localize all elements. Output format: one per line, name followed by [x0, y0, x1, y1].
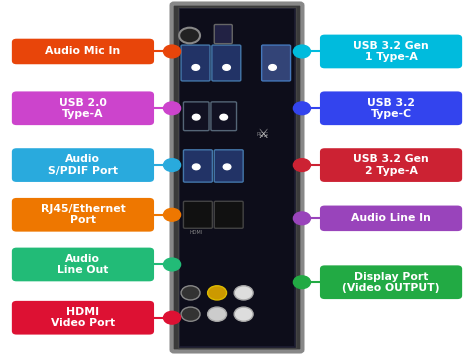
- Circle shape: [192, 65, 200, 70]
- Circle shape: [179, 28, 200, 43]
- Circle shape: [192, 114, 200, 120]
- Circle shape: [181, 307, 200, 321]
- FancyBboxPatch shape: [12, 39, 154, 64]
- Text: USB 3.2 Gen
2 Type-A: USB 3.2 Gen 2 Type-A: [353, 154, 429, 176]
- FancyBboxPatch shape: [183, 201, 212, 228]
- FancyBboxPatch shape: [183, 102, 209, 131]
- FancyBboxPatch shape: [12, 198, 154, 231]
- FancyBboxPatch shape: [320, 266, 462, 299]
- FancyBboxPatch shape: [320, 35, 462, 68]
- FancyBboxPatch shape: [178, 7, 296, 348]
- Text: USB 3.2
Type-C: USB 3.2 Type-C: [367, 98, 415, 119]
- FancyBboxPatch shape: [212, 45, 241, 81]
- Text: Audio Mic In: Audio Mic In: [46, 47, 120, 56]
- Circle shape: [208, 307, 227, 321]
- Circle shape: [208, 286, 227, 300]
- Text: ROG: ROG: [257, 132, 269, 137]
- Circle shape: [293, 159, 310, 171]
- Circle shape: [164, 208, 181, 221]
- Circle shape: [293, 212, 310, 225]
- Circle shape: [293, 276, 310, 289]
- FancyBboxPatch shape: [214, 150, 243, 182]
- Text: ⚔: ⚔: [257, 129, 269, 141]
- Circle shape: [223, 164, 231, 170]
- Circle shape: [220, 114, 228, 120]
- Text: HDMI
Video Port: HDMI Video Port: [51, 307, 115, 328]
- FancyBboxPatch shape: [180, 9, 294, 346]
- Circle shape: [293, 102, 310, 115]
- Text: USB 2.0
Type-A: USB 2.0 Type-A: [59, 98, 107, 119]
- Circle shape: [164, 102, 181, 115]
- Circle shape: [234, 286, 253, 300]
- Text: Display Port
(Video OUTPUT): Display Port (Video OUTPUT): [342, 272, 440, 293]
- Circle shape: [223, 65, 230, 70]
- Circle shape: [164, 258, 181, 271]
- FancyBboxPatch shape: [320, 92, 462, 125]
- Circle shape: [164, 45, 181, 58]
- FancyBboxPatch shape: [214, 24, 232, 44]
- Text: USB 3.2 Gen
1 Type-A: USB 3.2 Gen 1 Type-A: [353, 41, 429, 62]
- FancyBboxPatch shape: [211, 102, 237, 131]
- Circle shape: [192, 164, 200, 170]
- FancyBboxPatch shape: [320, 206, 462, 231]
- FancyBboxPatch shape: [12, 148, 154, 182]
- FancyBboxPatch shape: [12, 248, 154, 281]
- Circle shape: [293, 45, 310, 58]
- Circle shape: [164, 159, 181, 171]
- Circle shape: [269, 65, 276, 70]
- FancyBboxPatch shape: [183, 150, 212, 182]
- FancyBboxPatch shape: [12, 92, 154, 125]
- Text: HDMI: HDMI: [189, 230, 202, 235]
- FancyBboxPatch shape: [320, 148, 462, 182]
- FancyBboxPatch shape: [262, 45, 291, 81]
- FancyBboxPatch shape: [214, 201, 243, 228]
- FancyBboxPatch shape: [172, 4, 302, 351]
- FancyBboxPatch shape: [12, 301, 154, 334]
- Text: Audio Line In: Audio Line In: [351, 213, 431, 223]
- Text: Audio
Line Out: Audio Line Out: [57, 254, 109, 275]
- Circle shape: [234, 307, 253, 321]
- Text: RJ45/Ethernet
Port: RJ45/Ethernet Port: [41, 204, 125, 225]
- Circle shape: [181, 286, 200, 300]
- Circle shape: [164, 311, 181, 324]
- Text: Audio
S/PDIF Port: Audio S/PDIF Port: [48, 154, 118, 176]
- FancyBboxPatch shape: [181, 45, 210, 81]
